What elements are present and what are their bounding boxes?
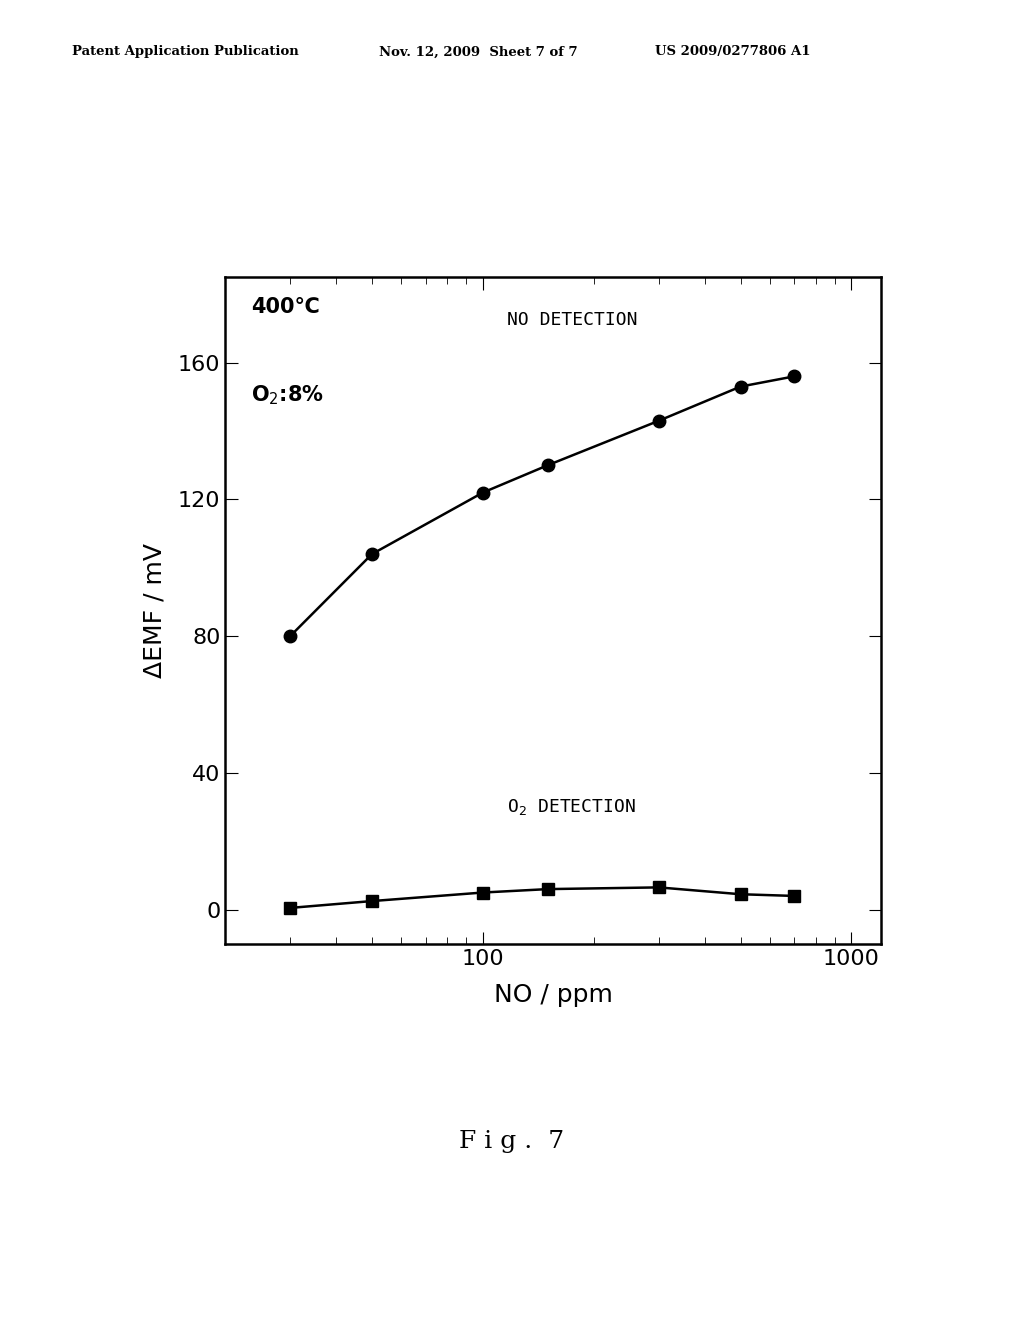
Text: NO DETECTION: NO DETECTION — [507, 310, 638, 329]
Text: 400℃: 400℃ — [252, 297, 321, 317]
Text: F i g .  7: F i g . 7 — [460, 1130, 564, 1154]
X-axis label: NO / ppm: NO / ppm — [494, 982, 612, 1007]
Text: O$_2$ DETECTION: O$_2$ DETECTION — [507, 797, 636, 817]
Y-axis label: ΔEMF / mV: ΔEMF / mV — [142, 543, 167, 678]
Text: Nov. 12, 2009  Sheet 7 of 7: Nov. 12, 2009 Sheet 7 of 7 — [379, 45, 578, 58]
Text: Patent Application Publication: Patent Application Publication — [72, 45, 298, 58]
Text: O$_2$:8%: O$_2$:8% — [252, 384, 325, 408]
Text: US 2009/0277806 A1: US 2009/0277806 A1 — [655, 45, 811, 58]
